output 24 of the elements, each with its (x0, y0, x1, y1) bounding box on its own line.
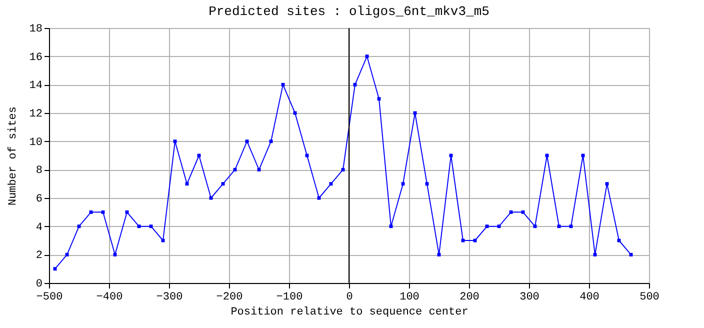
y-tick-label: 16 (29, 52, 42, 64)
y-tick-label: 12 (29, 108, 42, 120)
y-tick-label: 18 (29, 24, 42, 36)
y-tick-label: 4 (36, 222, 43, 234)
x-tick-label: 200 (460, 292, 480, 304)
x-tick-label: 100 (400, 292, 420, 304)
x-tick-label: 300 (520, 292, 540, 304)
y-tick-label: 0 (36, 278, 42, 290)
x-tick-label: −100 (276, 292, 303, 304)
y-tick-label: 10 (29, 136, 42, 149)
x-tick-label: −300 (156, 292, 183, 304)
y-tick-label: 14 (29, 80, 43, 92)
x-tick-label: −500 (36, 292, 63, 304)
x-tick-label: 400 (580, 292, 600, 304)
x-tick-label: 500 (640, 292, 660, 304)
x-axis-title: Position relative to sequence center (230, 306, 468, 318)
x-tick-label: −200 (216, 292, 243, 304)
y-axis-title: Number of sites (7, 106, 20, 206)
y-tick-label: 2 (36, 250, 42, 262)
x-tick-label: −400 (96, 292, 123, 304)
y-tick-label: 8 (36, 165, 42, 178)
chart-title: Predicted sites : oligos_6nt_mkv3_m5 (208, 4, 490, 19)
y-tick-label: 6 (36, 194, 42, 206)
x-tick-label: 0 (346, 292, 353, 304)
